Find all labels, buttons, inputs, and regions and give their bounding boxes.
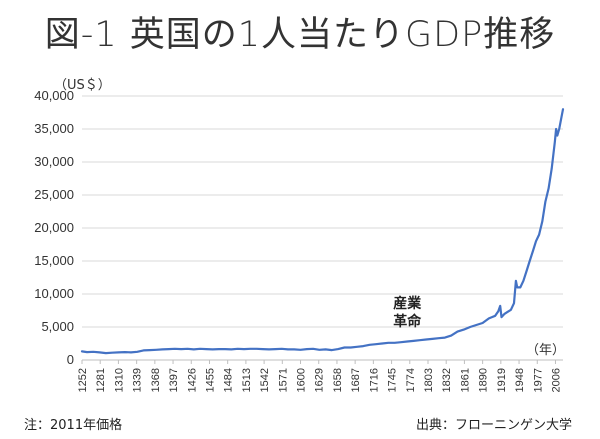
x-tick-label: 1426 [186, 368, 198, 392]
x-axis-unit-label: （年） [526, 343, 565, 358]
annotation-label: 革命 [393, 313, 422, 330]
x-tick-label: 1832 [441, 368, 453, 392]
footnote: 注：2011年価格 [24, 418, 123, 433]
x-tick-label: 1339 [132, 368, 144, 392]
x-tick-label: 1948 [514, 368, 526, 392]
annotation-label: 産業 [393, 295, 422, 312]
y-tick-label: 10,000 [34, 286, 74, 301]
y-tick-label: 15,000 [34, 253, 74, 268]
x-tick-label: 1571 [277, 368, 289, 392]
x-tick-label: 1716 [368, 368, 380, 392]
chart-title: 図-1 英国の1人当たりGDP推移 [44, 15, 556, 55]
x-tick-label: 1600 [296, 368, 308, 392]
x-tick-label: 1310 [113, 368, 125, 392]
source-credit: 出典：フローニンゲン大学 [415, 418, 572, 433]
x-tick-label: 1861 [459, 368, 471, 392]
x-tick-label: 1252 [77, 368, 89, 392]
y-tick-label: 30,000 [34, 154, 74, 169]
x-tick-label: 2006 [550, 368, 562, 392]
x-tick-label: 1977 [532, 368, 544, 392]
x-tick-label: 1774 [405, 368, 417, 392]
y-tick-label: 25,000 [34, 187, 74, 202]
x-tick-label: 1281 [95, 368, 107, 392]
x-tick-label: 1513 [241, 368, 253, 392]
series-line [80, 108, 565, 355]
x-tick-label: 1455 [204, 368, 216, 392]
x-tick-label: 1542 [259, 368, 271, 392]
x-tick-label: 1745 [387, 368, 399, 392]
x-tick-label: 1484 [223, 368, 235, 392]
x-tick-label: 1687 [350, 368, 362, 392]
x-tick-label: 1803 [423, 368, 435, 392]
y-tick-label: 5,000 [41, 319, 74, 334]
y-tick-label: 0 [67, 352, 74, 367]
y-tick-label: 35,000 [34, 121, 74, 136]
x-tick-label: 1397 [168, 368, 180, 392]
y-tick-label: 40,000 [34, 88, 74, 103]
x-tick-label: 1890 [478, 368, 490, 392]
x-tick-label: 1919 [496, 368, 508, 392]
x-tick-label: 1368 [150, 368, 162, 392]
x-tick-label: 1629 [314, 368, 326, 392]
y-axis-unit-label: （US＄） [54, 78, 111, 93]
y-tick-label: 20,000 [34, 220, 74, 235]
x-tick-label: 1658 [332, 368, 344, 392]
